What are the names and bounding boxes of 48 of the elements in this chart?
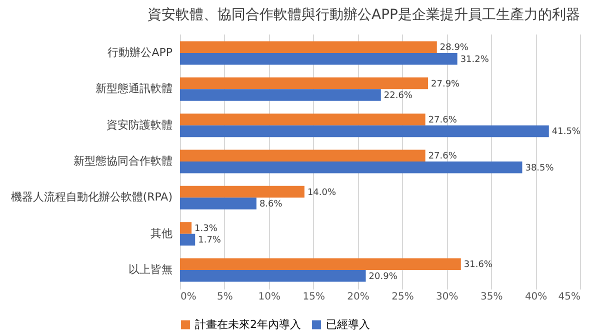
bar [180, 222, 192, 234]
bar [180, 198, 256, 210]
y-tick-label: 機器人流程自動化辦公軟體(RPA) [10, 190, 172, 204]
y-tick-label: 新型態協同合作軟體 [74, 154, 172, 168]
data-label: 1.7% [198, 236, 222, 246]
legend-label: 計畫在未來2年內導入 [195, 318, 301, 331]
x-tick-label: 45% [558, 292, 580, 302]
data-label: 14.0% [307, 188, 336, 198]
bar [180, 77, 428, 90]
data-label: 1.3% [194, 224, 218, 234]
bar [180, 162, 522, 174]
bar [180, 125, 549, 138]
bar [180, 150, 426, 162]
x-tick-label: 15% [302, 292, 325, 302]
bar [180, 258, 461, 270]
x-tick-label: 20% [347, 292, 370, 302]
x-tick-label: 35% [480, 292, 503, 302]
data-label: 27.9% [431, 79, 460, 90]
data-label: 31.2% [460, 54, 490, 65]
x-tick-label: 30% [436, 292, 458, 302]
data-label: 22.6% [384, 91, 413, 102]
data-label: 41.5% [552, 127, 581, 138]
x-tick-label: 5% [217, 292, 233, 302]
bar [180, 52, 458, 65]
data-label: 31.6% [464, 260, 493, 270]
data-label: 20.9% [368, 272, 398, 282]
data-label: 38.5% [525, 163, 554, 174]
x-tick-label: 40% [524, 292, 548, 302]
y-tick-label: 新型態通訊軟體 [96, 82, 172, 96]
y-tick-label: 以上皆無 [128, 263, 172, 276]
x-tick-label: 0% [180, 292, 196, 302]
x-tick-label: 10% [258, 292, 281, 302]
bar [180, 186, 304, 198]
legend-label: 已經導入 [326, 318, 370, 331]
data-label: 8.6% [259, 200, 283, 210]
data-label: 28.9% [440, 43, 469, 54]
data-label: 27.6% [428, 152, 458, 162]
bar [180, 114, 426, 126]
y-tick-label: 行動辦公APP [108, 46, 173, 59]
bar [180, 41, 437, 53]
chart-title: 資安軟體、協同合作軟體與行動辦公APP是企業提升員工生產力的利器 [148, 7, 580, 23]
bar [180, 89, 381, 101]
bar [180, 234, 196, 246]
bar [180, 270, 366, 282]
y-tick-label: 其他 [150, 226, 172, 240]
x-tick-label: 25% [392, 292, 414, 302]
y-tick-label: 資安防護軟體 [106, 118, 172, 132]
data-label: 27.6% [428, 115, 458, 126]
